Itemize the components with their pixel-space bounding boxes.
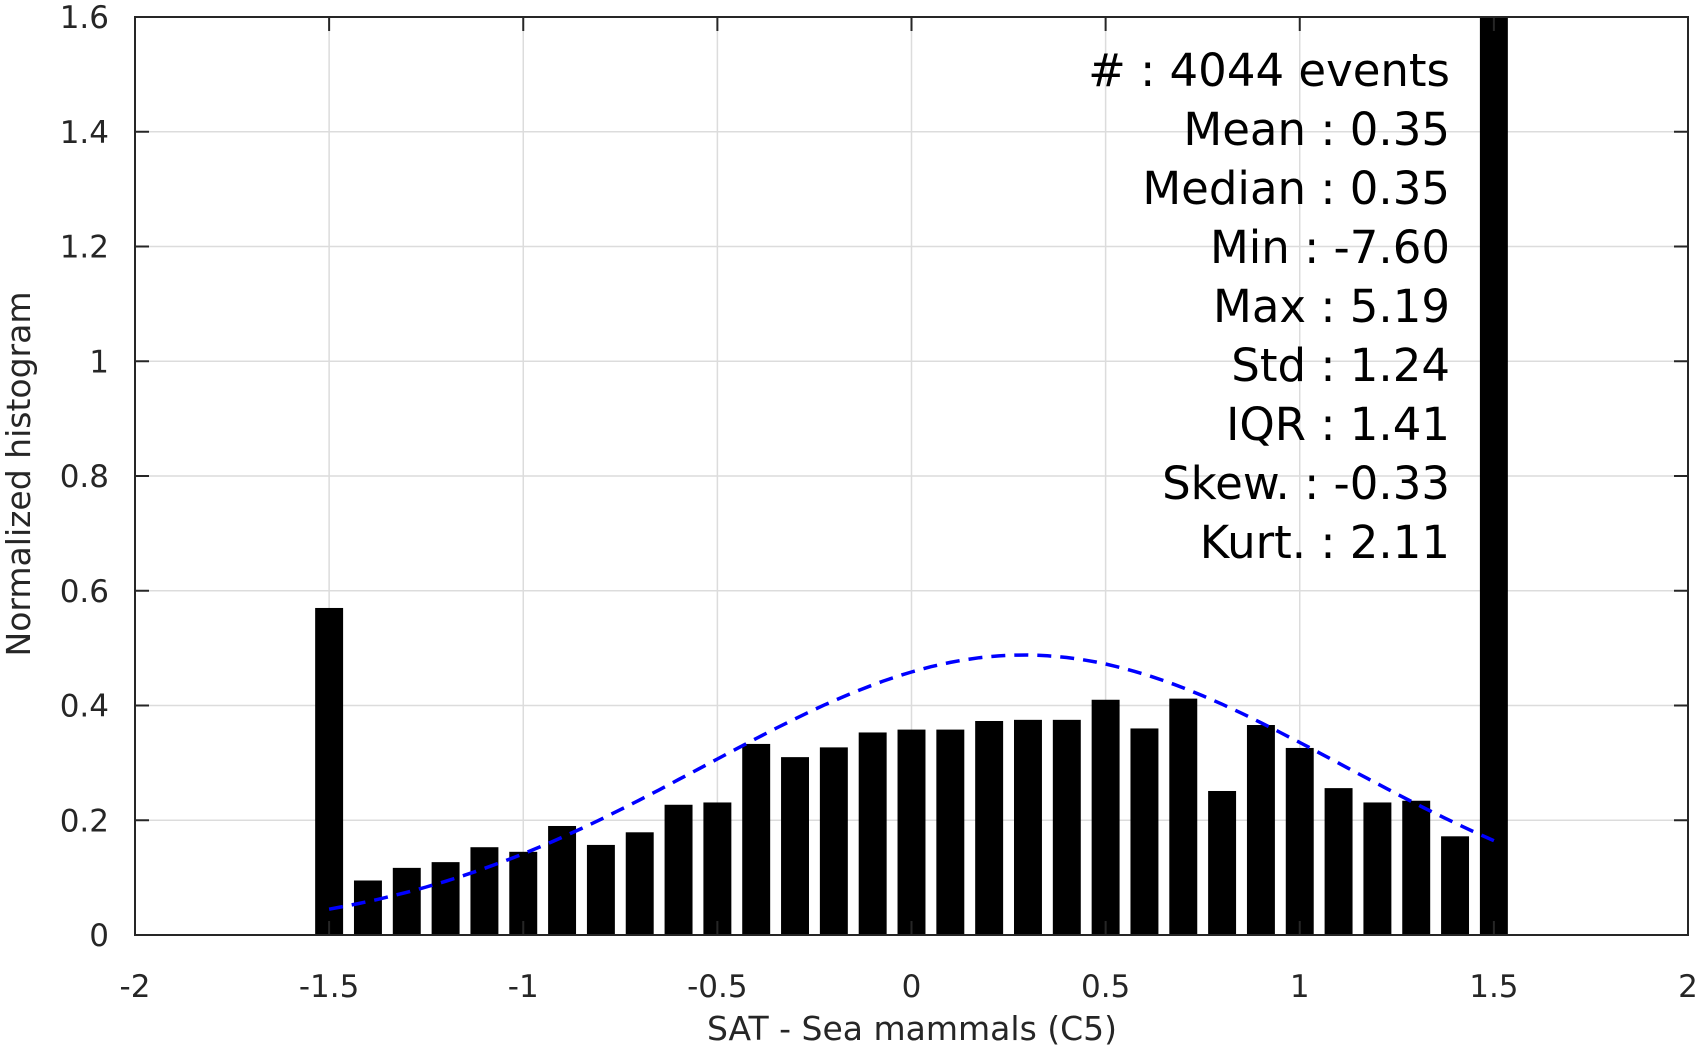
histogram-bar xyxy=(470,847,499,935)
histogram-bar xyxy=(392,867,421,935)
stat-line: Skew. : -0.33 xyxy=(1162,457,1450,510)
histogram-bar xyxy=(1441,836,1470,935)
histogram-bar xyxy=(315,607,344,935)
x-tick-label: 0 xyxy=(902,969,922,1005)
y-axis-label: Normalized histogram xyxy=(0,292,38,657)
histogram-bar xyxy=(1052,719,1081,935)
histogram-bar xyxy=(858,732,887,935)
x-tick-label: -2 xyxy=(120,969,151,1005)
histogram-bar xyxy=(586,844,615,935)
histogram-bar xyxy=(703,802,732,935)
histogram-bar xyxy=(1479,17,1508,935)
histogram-bar xyxy=(431,862,460,935)
stat-line: Std : 1.24 xyxy=(1231,339,1450,392)
stat-line: Kurt. : 2.11 xyxy=(1200,516,1450,569)
histogram-bar xyxy=(353,880,382,935)
stat-line: Min : -7.60 xyxy=(1210,221,1450,274)
x-tick-label: 1 xyxy=(1290,969,1310,1005)
histogram-bar xyxy=(936,729,965,935)
y-tick-label: 1.4 xyxy=(60,115,109,151)
normal-fit-curve xyxy=(328,653,1495,911)
y-tick-label: 0.6 xyxy=(60,574,109,610)
histogram-bar xyxy=(897,729,926,935)
y-tick-label: 1.2 xyxy=(60,230,109,266)
x-tick-label: -1 xyxy=(508,969,539,1005)
histogram-bar xyxy=(975,720,1004,935)
x-tick-label: -1.5 xyxy=(299,969,360,1005)
histogram-bar xyxy=(1324,788,1353,935)
histogram-bar xyxy=(1169,698,1198,935)
histogram-bar xyxy=(664,804,693,935)
y-tick-label: 0 xyxy=(89,918,109,954)
y-tick-label: 0.8 xyxy=(60,459,109,495)
y-tick-label: 1 xyxy=(89,344,109,380)
fit-curve-path xyxy=(328,653,1495,911)
histogram-bar xyxy=(1130,728,1159,935)
histogram-bar xyxy=(548,825,577,935)
y-tick-label: 0.4 xyxy=(60,689,109,725)
stat-line: # : 4044 events xyxy=(1088,44,1450,97)
stat-line: Mean : 0.35 xyxy=(1183,103,1450,156)
histogram-bar xyxy=(1402,800,1431,935)
stat-line: IQR : 1.41 xyxy=(1226,398,1450,451)
x-tick-label: 0.5 xyxy=(1081,969,1130,1005)
x-tick-label: -0.5 xyxy=(687,969,748,1005)
histogram-bar xyxy=(625,832,654,935)
histogram-bar xyxy=(1091,699,1120,935)
histogram-bar xyxy=(742,743,771,935)
axis-ticks xyxy=(134,16,1689,936)
x-axis-label: SAT - Sea mammals (C5) xyxy=(707,1009,1117,1048)
histogram-bar xyxy=(1363,802,1392,935)
histogram-bar xyxy=(1285,747,1314,935)
histogram-bar xyxy=(1013,719,1042,935)
x-tick-label: 2 xyxy=(1678,969,1698,1005)
histogram-bar xyxy=(1246,725,1275,935)
y-tick-labels: 0 0.2 0.4 0.6 0.8 1 1.2 1.4 1.6 xyxy=(60,0,109,954)
histogram-bar xyxy=(1208,790,1237,935)
y-tick-label: 1.6 xyxy=(60,0,109,36)
y-tick-label: 0.2 xyxy=(60,803,109,839)
statistics-annotation: # : 4044 events Mean : 0.35 Median : 0.35 M… xyxy=(1088,44,1450,569)
histogram-bar xyxy=(781,757,810,935)
x-tick-labels: -2 -1.5 -1 -0.5 0 0.5 1 1.5 2 xyxy=(120,969,1698,1005)
stat-line: Median : 0.35 xyxy=(1142,162,1450,215)
histogram-bar xyxy=(819,747,848,935)
stat-line: Max : 5.19 xyxy=(1213,280,1450,333)
x-tick-label: 1.5 xyxy=(1469,969,1518,1005)
